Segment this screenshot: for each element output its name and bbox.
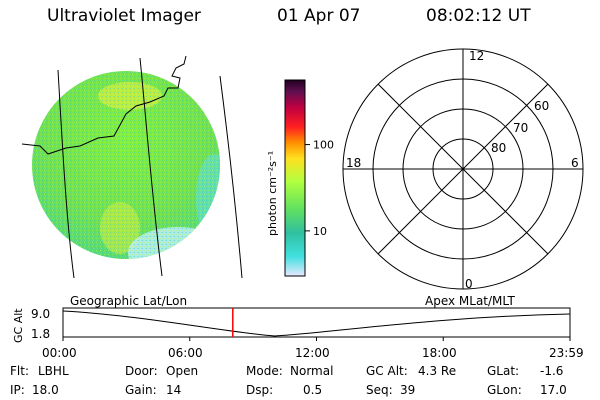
gc-alt-axis-title: GC Alt: [12, 308, 25, 343]
mode-value: Normal: [290, 364, 334, 378]
mlt-label-12: 12: [469, 49, 484, 63]
ip-value: 18.0: [32, 383, 59, 397]
orbit-timeline: Geographic Lat/Lon Apex MLat/MLT GC Alt …: [12, 294, 584, 360]
seq-value: 39: [400, 383, 416, 397]
glat-label: GLat:: [487, 364, 520, 378]
mlt-label-0: 0: [465, 277, 473, 291]
mlat-label-60: 60: [534, 99, 549, 113]
x-tick-12-00: 12:00: [295, 346, 330, 360]
x-tick-marks: [62, 337, 571, 341]
gc-alt-curve: [62, 310, 571, 337]
polar-mlat-mlt-plot: 12 0 18 6 60 70 80: [342, 48, 584, 291]
x-tick-23-59: 23:59: [549, 346, 584, 360]
instrument-title: Ultraviolet Imager: [47, 6, 201, 26]
seq-label: Seq:: [366, 383, 393, 397]
polar-grid: [342, 48, 584, 290]
gc-alt-value: 4.3 Re: [418, 364, 457, 378]
mode-label: Mode:: [246, 364, 283, 378]
gain-label: Gain:: [125, 383, 157, 397]
mlt-label-18: 18: [346, 156, 361, 170]
door-value: Open: [166, 364, 199, 378]
dsp-value: 0.5: [303, 383, 323, 397]
glon-value: 17.0: [540, 383, 567, 397]
colorbar-tick-label: 100: [313, 139, 334, 152]
uv-image-disk: [21, 55, 243, 279]
mlt-label-6: 6: [571, 156, 579, 170]
gc-alt-label: GC Alt:: [366, 364, 408, 378]
y-tick-1-8: 1.8: [31, 327, 50, 341]
intensity-colorbar: 100 10 photon cm⁻²s⁻¹: [266, 79, 334, 277]
glat-value: -1.6: [540, 364, 564, 378]
geographic-grid: [21, 55, 243, 279]
disk-emission: [32, 71, 220, 259]
status-footer: Flt: LBHL IP: 18.0 Door: Open Gain: 14 M…: [0, 362, 600, 400]
x-tick-06-00: 06:00: [168, 346, 203, 360]
header: Ultraviolet Imager 01 Apr 07 08:02:12 UT: [0, 6, 600, 30]
x-tick-00-00: 00:00: [42, 346, 77, 360]
flt-label: Flt:: [10, 364, 29, 378]
colorbar-tick-label: 10: [313, 225, 327, 238]
ip-label: IP:: [10, 383, 25, 397]
gain-value: 14: [166, 383, 182, 397]
dsp-label: Dsp:: [246, 383, 274, 397]
mlat-label-70: 70: [513, 121, 528, 135]
glon-label: GLon:: [487, 383, 522, 397]
colorbar-ticks: 100 10: [305, 139, 334, 238]
colorbar-unit-label: photon cm⁻²s⁻¹: [266, 151, 279, 236]
observation-time: 08:02:12 UT: [426, 6, 531, 26]
door-label: Door:: [125, 364, 158, 378]
flt-value: LBHL: [38, 364, 69, 378]
colorbar-scale: [284, 79, 306, 277]
x-tick-18-00: 18:00: [422, 346, 457, 360]
y-tick-9: 9.0: [31, 307, 50, 321]
apex-label: Apex MLat/MLT: [425, 294, 515, 308]
observation-date: 01 Apr 07: [277, 6, 361, 26]
mlat-label-80: 80: [491, 141, 506, 155]
geographic-label: Geographic Lat/Lon: [70, 294, 187, 308]
